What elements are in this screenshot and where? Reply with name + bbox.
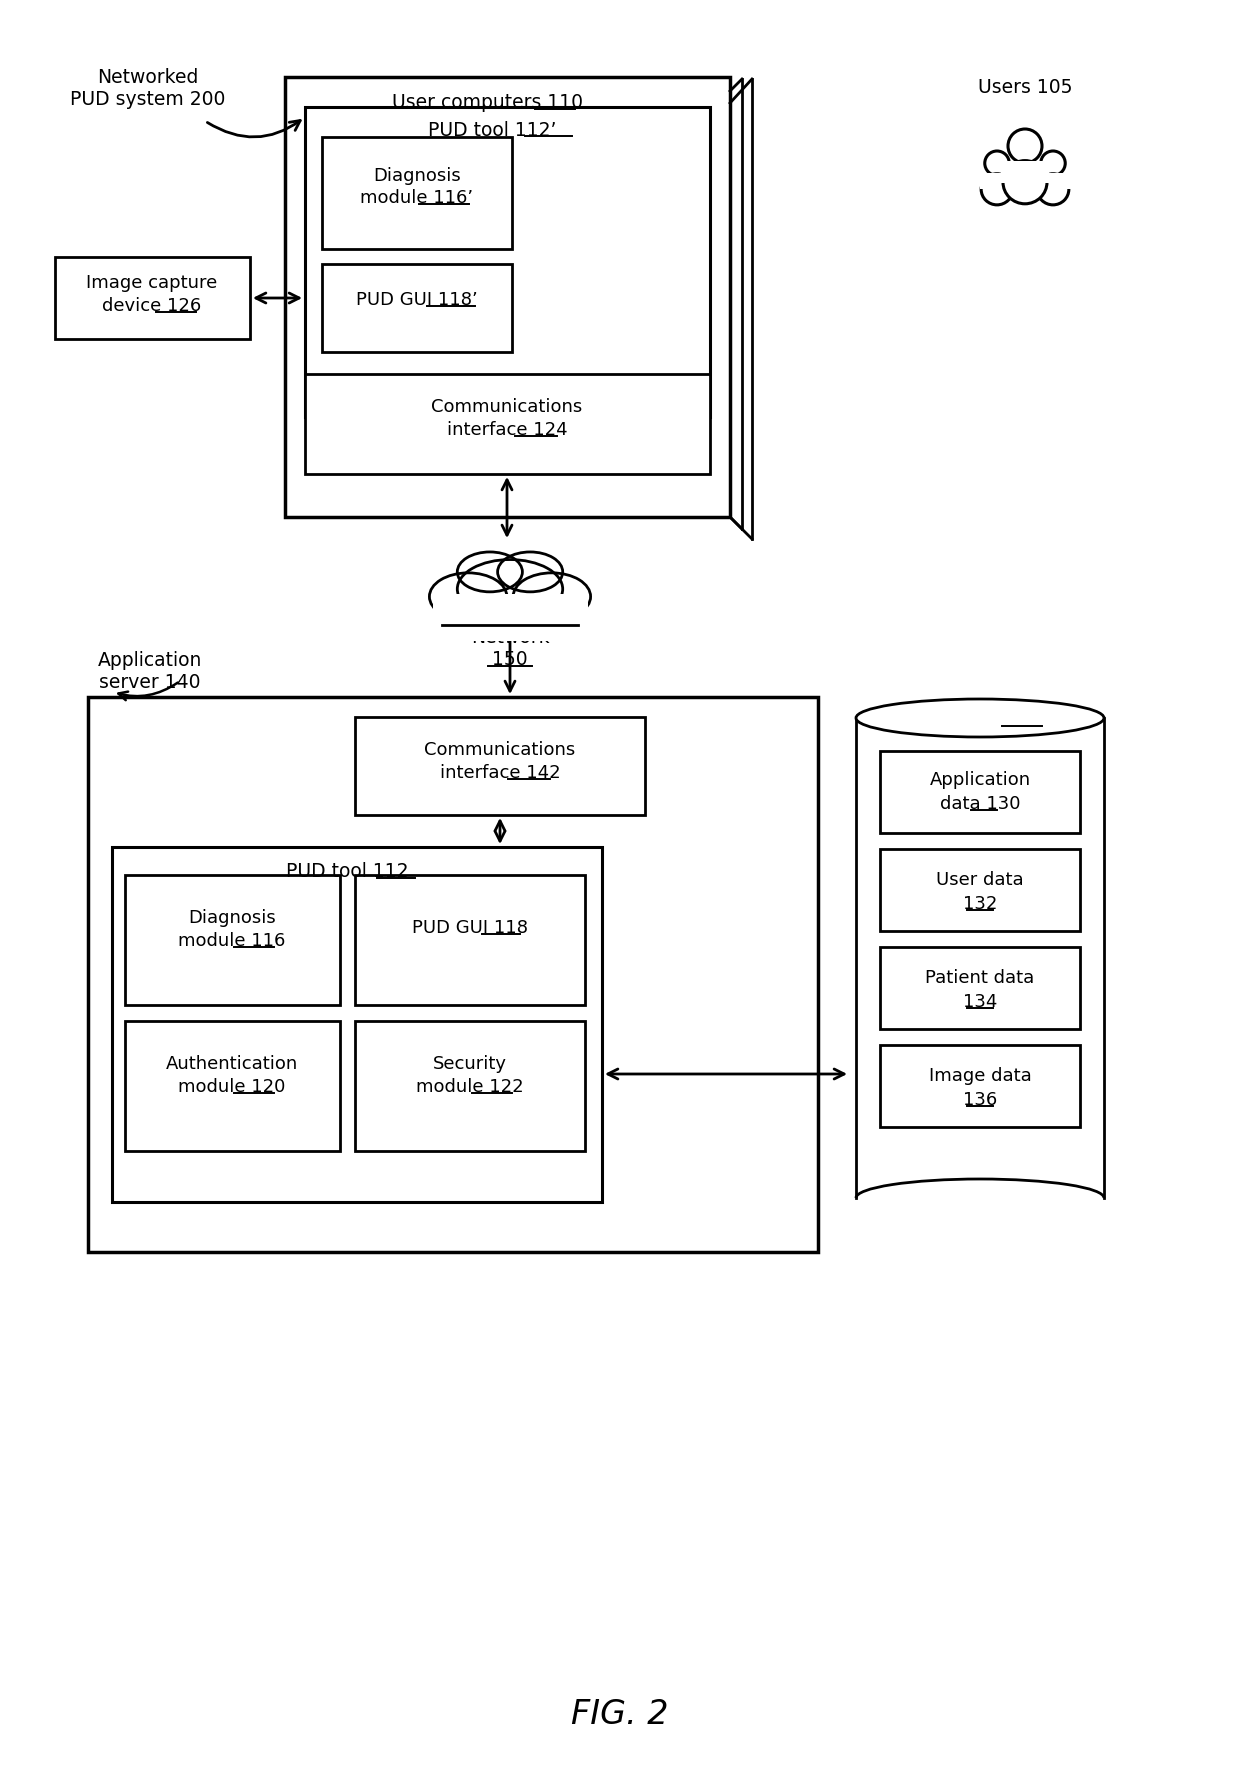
Bar [1035, 174, 1071, 190]
Text: User computers 110: User computers 110 [392, 93, 583, 112]
Text: Data store 114: Data store 114 [898, 710, 1038, 730]
Text: interface 124: interface 124 [446, 420, 568, 438]
Text: Application
server 140: Application server 140 [98, 651, 202, 692]
Bar [880, 947, 1080, 1029]
Bar [433, 595, 588, 643]
Ellipse shape [497, 552, 563, 593]
Bar [1001, 162, 1049, 183]
Ellipse shape [458, 561, 563, 619]
Text: Communications: Communications [424, 740, 575, 758]
Bar [880, 751, 1080, 833]
Bar [355, 876, 585, 1006]
Text: interface 142: interface 142 [440, 764, 560, 781]
Text: PUD tool 112’: PUD tool 112’ [428, 121, 557, 139]
Text: module 116’: module 116’ [361, 189, 474, 206]
Bar [880, 1045, 1080, 1127]
Text: module 120: module 120 [179, 1077, 285, 1095]
Bar [980, 174, 1016, 190]
Text: Users 105: Users 105 [978, 78, 1073, 96]
Ellipse shape [429, 573, 507, 621]
Text: Communications: Communications [432, 397, 583, 417]
Text: Image capture: Image capture [87, 274, 218, 292]
Circle shape [1040, 151, 1065, 176]
Text: Networked
PUD system 200: Networked PUD system 200 [71, 68, 226, 109]
Text: PUD GUI 118’: PUD GUI 118’ [356, 290, 477, 308]
Bar [285, 78, 730, 518]
Text: Patient data: Patient data [925, 968, 1034, 986]
Ellipse shape [1037, 174, 1069, 206]
Text: Diagnosis: Diagnosis [373, 167, 461, 185]
Ellipse shape [981, 174, 1013, 206]
Text: 132: 132 [962, 895, 997, 913]
Circle shape [985, 151, 1009, 176]
Ellipse shape [856, 700, 1104, 737]
Ellipse shape [458, 552, 522, 593]
Bar [125, 876, 340, 1006]
Bar [125, 1022, 340, 1152]
Bar [55, 258, 250, 340]
Text: module 122: module 122 [417, 1077, 523, 1095]
Text: 134: 134 [962, 993, 997, 1011]
Circle shape [1008, 130, 1042, 164]
Bar [322, 137, 512, 249]
Bar [355, 1022, 585, 1152]
Ellipse shape [1003, 162, 1047, 205]
Text: User data: User data [936, 870, 1024, 888]
Ellipse shape [513, 573, 590, 621]
Bar [112, 847, 601, 1202]
Text: Authentication: Authentication [166, 1054, 298, 1072]
Text: PUD GUI 118: PUD GUI 118 [412, 918, 528, 936]
Bar [856, 719, 1104, 1198]
Bar [880, 849, 1080, 931]
Bar [305, 376, 711, 475]
Text: PUD tool 112: PUD tool 112 [285, 862, 408, 881]
Bar [88, 698, 818, 1253]
Text: 136: 136 [963, 1091, 997, 1109]
Text: Diagnosis: Diagnosis [188, 908, 275, 926]
Text: data 130: data 130 [940, 794, 1021, 812]
Text: Security: Security [433, 1054, 507, 1072]
Text: module 116: module 116 [179, 931, 285, 949]
Bar [355, 717, 645, 815]
Text: FIG. 2: FIG. 2 [572, 1698, 668, 1730]
Bar [305, 109, 711, 418]
Text: 150: 150 [492, 650, 528, 669]
Text: Application: Application [930, 771, 1030, 789]
Bar [322, 265, 512, 352]
Text: Image data: Image data [929, 1066, 1032, 1084]
Text: Network: Network [471, 628, 549, 648]
Text: device 126: device 126 [103, 297, 202, 315]
